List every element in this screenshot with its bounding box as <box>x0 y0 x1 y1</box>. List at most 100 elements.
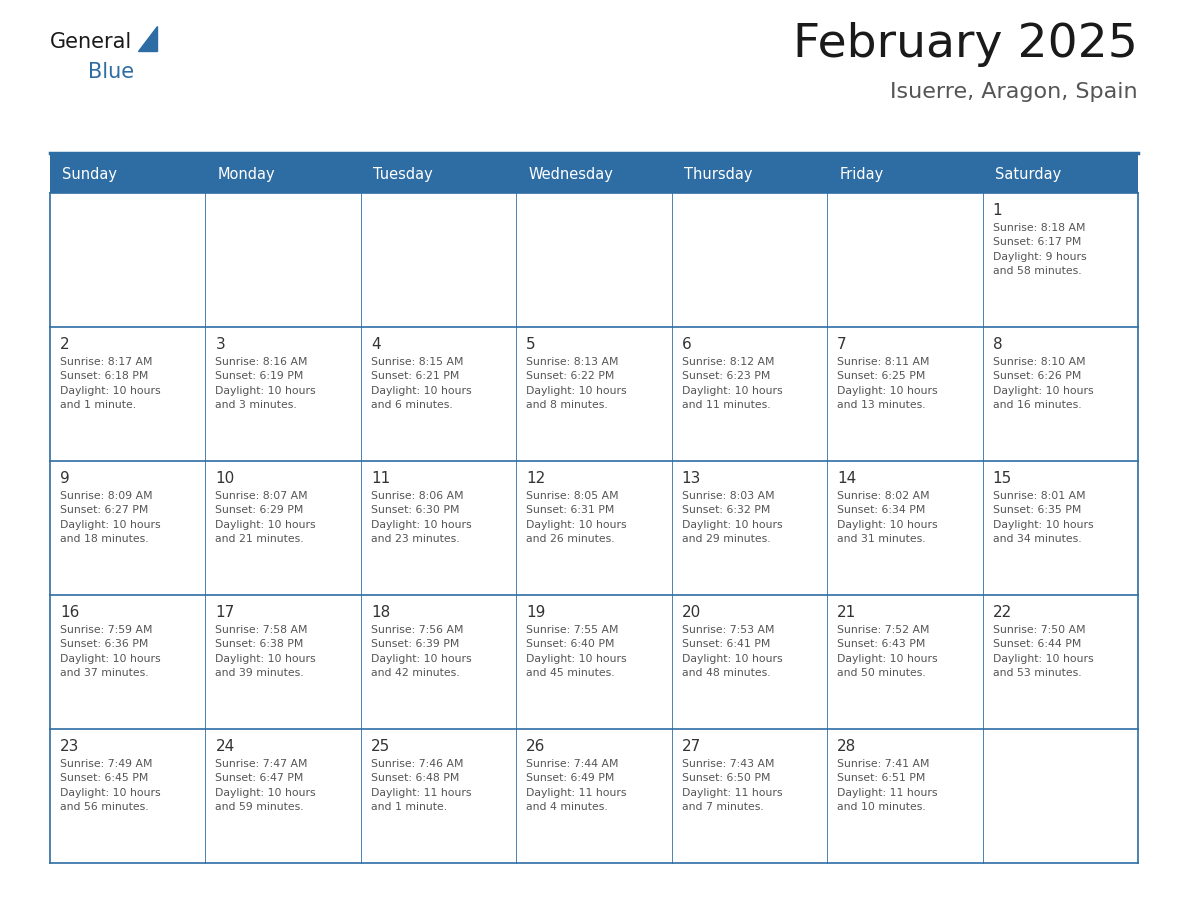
Bar <box>361 155 517 193</box>
Bar <box>361 461 517 595</box>
Bar <box>982 729 1138 863</box>
Text: Sunrise: 7:56 AM
Sunset: 6:39 PM
Daylight: 10 hours
and 42 minutes.: Sunrise: 7:56 AM Sunset: 6:39 PM Dayligh… <box>371 625 472 678</box>
Bar <box>206 461 361 595</box>
Bar <box>50 193 206 327</box>
Bar <box>517 193 671 327</box>
Bar <box>517 155 671 193</box>
Text: Tuesday: Tuesday <box>373 166 432 182</box>
Text: Blue: Blue <box>88 62 134 82</box>
Text: Sunrise: 7:46 AM
Sunset: 6:48 PM
Daylight: 11 hours
and 1 minute.: Sunrise: 7:46 AM Sunset: 6:48 PM Dayligh… <box>371 759 472 812</box>
Text: Sunrise: 8:16 AM
Sunset: 6:19 PM
Daylight: 10 hours
and 3 minutes.: Sunrise: 8:16 AM Sunset: 6:19 PM Dayligh… <box>215 357 316 410</box>
Text: Friday: Friday <box>839 166 884 182</box>
Bar <box>982 193 1138 327</box>
Text: Monday: Monday <box>217 166 276 182</box>
Bar <box>517 595 671 729</box>
Text: 13: 13 <box>682 471 701 486</box>
Bar <box>982 461 1138 595</box>
Text: Sunrise: 7:58 AM
Sunset: 6:38 PM
Daylight: 10 hours
and 39 minutes.: Sunrise: 7:58 AM Sunset: 6:38 PM Dayligh… <box>215 625 316 678</box>
Text: Sunrise: 8:15 AM
Sunset: 6:21 PM
Daylight: 10 hours
and 6 minutes.: Sunrise: 8:15 AM Sunset: 6:21 PM Dayligh… <box>371 357 472 410</box>
Bar <box>671 729 827 863</box>
Bar <box>50 461 206 595</box>
Text: Sunrise: 8:18 AM
Sunset: 6:17 PM
Daylight: 9 hours
and 58 minutes.: Sunrise: 8:18 AM Sunset: 6:17 PM Dayligh… <box>992 223 1086 276</box>
Text: Isuerre, Aragon, Spain: Isuerre, Aragon, Spain <box>890 82 1138 102</box>
Text: 20: 20 <box>682 605 701 620</box>
Text: 2: 2 <box>61 337 70 352</box>
Text: 16: 16 <box>61 605 80 620</box>
Text: 22: 22 <box>992 605 1012 620</box>
Text: 19: 19 <box>526 605 545 620</box>
Text: Sunrise: 8:07 AM
Sunset: 6:29 PM
Daylight: 10 hours
and 21 minutes.: Sunrise: 8:07 AM Sunset: 6:29 PM Dayligh… <box>215 491 316 544</box>
Text: Sunrise: 8:12 AM
Sunset: 6:23 PM
Daylight: 10 hours
and 11 minutes.: Sunrise: 8:12 AM Sunset: 6:23 PM Dayligh… <box>682 357 783 410</box>
Text: Sunrise: 7:43 AM
Sunset: 6:50 PM
Daylight: 11 hours
and 7 minutes.: Sunrise: 7:43 AM Sunset: 6:50 PM Dayligh… <box>682 759 782 812</box>
Text: 8: 8 <box>992 337 1003 352</box>
Text: 4: 4 <box>371 337 380 352</box>
Text: Sunrise: 7:55 AM
Sunset: 6:40 PM
Daylight: 10 hours
and 45 minutes.: Sunrise: 7:55 AM Sunset: 6:40 PM Dayligh… <box>526 625 627 678</box>
Bar <box>206 327 361 461</box>
Bar <box>671 193 827 327</box>
Bar <box>827 327 982 461</box>
Bar <box>206 155 361 193</box>
Bar <box>827 461 982 595</box>
Text: 21: 21 <box>838 605 857 620</box>
Bar <box>671 461 827 595</box>
Text: February 2025: February 2025 <box>794 22 1138 67</box>
Text: 7: 7 <box>838 337 847 352</box>
Text: Sunrise: 8:03 AM
Sunset: 6:32 PM
Daylight: 10 hours
and 29 minutes.: Sunrise: 8:03 AM Sunset: 6:32 PM Dayligh… <box>682 491 783 544</box>
Text: Sunrise: 7:59 AM
Sunset: 6:36 PM
Daylight: 10 hours
and 37 minutes.: Sunrise: 7:59 AM Sunset: 6:36 PM Dayligh… <box>61 625 160 678</box>
Bar <box>517 461 671 595</box>
Text: Sunrise: 8:13 AM
Sunset: 6:22 PM
Daylight: 10 hours
and 8 minutes.: Sunrise: 8:13 AM Sunset: 6:22 PM Dayligh… <box>526 357 627 410</box>
Text: 10: 10 <box>215 471 235 486</box>
Text: Sunrise: 8:01 AM
Sunset: 6:35 PM
Daylight: 10 hours
and 34 minutes.: Sunrise: 8:01 AM Sunset: 6:35 PM Dayligh… <box>992 491 1093 544</box>
Bar <box>827 729 982 863</box>
Text: Sunrise: 8:10 AM
Sunset: 6:26 PM
Daylight: 10 hours
and 16 minutes.: Sunrise: 8:10 AM Sunset: 6:26 PM Dayligh… <box>992 357 1093 410</box>
Text: 15: 15 <box>992 471 1012 486</box>
Bar <box>517 729 671 863</box>
Text: Sunrise: 7:53 AM
Sunset: 6:41 PM
Daylight: 10 hours
and 48 minutes.: Sunrise: 7:53 AM Sunset: 6:41 PM Dayligh… <box>682 625 783 678</box>
Text: 27: 27 <box>682 739 701 754</box>
Bar <box>361 595 517 729</box>
Text: Saturday: Saturday <box>994 166 1061 182</box>
Text: 23: 23 <box>61 739 80 754</box>
Bar <box>827 595 982 729</box>
Text: 17: 17 <box>215 605 235 620</box>
Text: Sunrise: 7:50 AM
Sunset: 6:44 PM
Daylight: 10 hours
and 53 minutes.: Sunrise: 7:50 AM Sunset: 6:44 PM Dayligh… <box>992 625 1093 678</box>
Text: 28: 28 <box>838 739 857 754</box>
Text: Wednesday: Wednesday <box>529 166 613 182</box>
Bar <box>361 193 517 327</box>
Text: Sunrise: 8:17 AM
Sunset: 6:18 PM
Daylight: 10 hours
and 1 minute.: Sunrise: 8:17 AM Sunset: 6:18 PM Dayligh… <box>61 357 160 410</box>
Bar <box>361 327 517 461</box>
Text: Sunrise: 8:06 AM
Sunset: 6:30 PM
Daylight: 10 hours
and 23 minutes.: Sunrise: 8:06 AM Sunset: 6:30 PM Dayligh… <box>371 491 472 544</box>
Text: Sunrise: 7:44 AM
Sunset: 6:49 PM
Daylight: 11 hours
and 4 minutes.: Sunrise: 7:44 AM Sunset: 6:49 PM Dayligh… <box>526 759 627 812</box>
Text: 3: 3 <box>215 337 226 352</box>
Bar <box>671 327 827 461</box>
Text: Sunrise: 8:11 AM
Sunset: 6:25 PM
Daylight: 10 hours
and 13 minutes.: Sunrise: 8:11 AM Sunset: 6:25 PM Dayligh… <box>838 357 937 410</box>
Bar <box>517 327 671 461</box>
Text: Sunrise: 8:05 AM
Sunset: 6:31 PM
Daylight: 10 hours
and 26 minutes.: Sunrise: 8:05 AM Sunset: 6:31 PM Dayligh… <box>526 491 627 544</box>
Text: 14: 14 <box>838 471 857 486</box>
Text: 11: 11 <box>371 471 390 486</box>
Text: 5: 5 <box>526 337 536 352</box>
Text: 12: 12 <box>526 471 545 486</box>
Bar <box>50 729 206 863</box>
Text: Sunrise: 8:02 AM
Sunset: 6:34 PM
Daylight: 10 hours
and 31 minutes.: Sunrise: 8:02 AM Sunset: 6:34 PM Dayligh… <box>838 491 937 544</box>
Text: General: General <box>50 32 132 52</box>
Bar <box>206 193 361 327</box>
Bar <box>50 595 206 729</box>
Text: 6: 6 <box>682 337 691 352</box>
Bar <box>671 155 827 193</box>
Bar <box>671 595 827 729</box>
Bar <box>982 595 1138 729</box>
Bar <box>50 155 206 193</box>
Text: Sunrise: 7:41 AM
Sunset: 6:51 PM
Daylight: 11 hours
and 10 minutes.: Sunrise: 7:41 AM Sunset: 6:51 PM Dayligh… <box>838 759 937 812</box>
Text: Sunday: Sunday <box>62 166 116 182</box>
Text: 1: 1 <box>992 203 1003 218</box>
Bar <box>361 729 517 863</box>
Bar <box>827 193 982 327</box>
Text: Sunrise: 7:49 AM
Sunset: 6:45 PM
Daylight: 10 hours
and 56 minutes.: Sunrise: 7:49 AM Sunset: 6:45 PM Dayligh… <box>61 759 160 812</box>
Text: 24: 24 <box>215 739 235 754</box>
Text: Sunrise: 7:47 AM
Sunset: 6:47 PM
Daylight: 10 hours
and 59 minutes.: Sunrise: 7:47 AM Sunset: 6:47 PM Dayligh… <box>215 759 316 812</box>
Text: Thursday: Thursday <box>684 166 752 182</box>
Text: 18: 18 <box>371 605 390 620</box>
Bar <box>827 155 982 193</box>
Polygon shape <box>139 26 158 51</box>
